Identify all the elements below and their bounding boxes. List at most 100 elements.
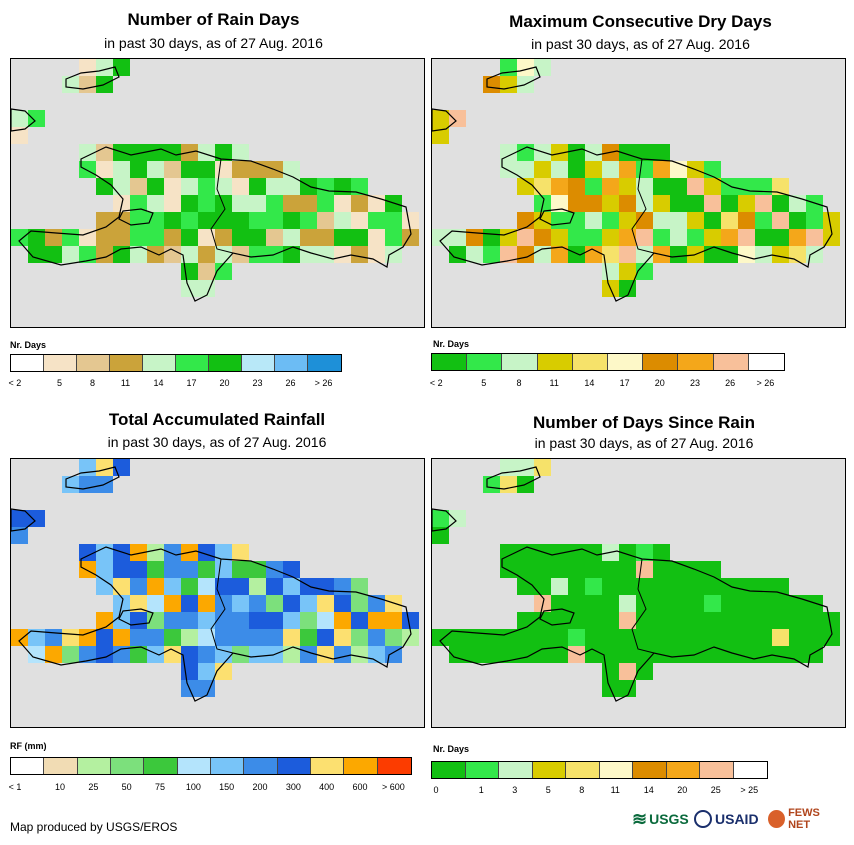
grid-cell: [334, 629, 351, 646]
grid-cell: [147, 595, 164, 612]
legend-tick-label: 0: [433, 785, 439, 795]
grid-cell: [653, 144, 670, 161]
usgs-logo: ≋ USGS: [632, 808, 689, 829]
grid-cell: [198, 229, 215, 246]
grid-cell: [130, 595, 147, 612]
grid-cell: [738, 646, 755, 663]
grid-cell: [619, 195, 636, 212]
grid-cell: [687, 195, 704, 212]
grid-cell: [755, 212, 772, 229]
grid-cell: [585, 578, 602, 595]
grid-cell: [755, 178, 772, 195]
grid-cell: [568, 595, 585, 612]
grid-cell: [670, 246, 687, 263]
grid-cell: [619, 212, 636, 229]
grid-cell: [687, 229, 704, 246]
grid-cell: [602, 578, 619, 595]
legend-swatch: [733, 762, 767, 778]
grid-cell: [130, 212, 147, 229]
coastline: [65, 66, 120, 90]
grid-cell: [96, 629, 113, 646]
grid-cell: [147, 578, 164, 595]
grid-cell: [636, 263, 653, 280]
legend-swatch: [432, 762, 466, 778]
grid-cell: [551, 229, 568, 246]
grid-cell: [11, 629, 28, 646]
country-border: [631, 158, 655, 254]
grid-cell: [449, 229, 466, 246]
grid-cell: [517, 561, 534, 578]
grid-cell: [670, 612, 687, 629]
grid-cell: [96, 59, 113, 76]
grid-cell: [636, 544, 653, 561]
grid-cell: [181, 246, 198, 263]
grid-cell: [534, 646, 551, 663]
grid-cell: [96, 612, 113, 629]
grid-cell: [704, 178, 721, 195]
grid-cell: [619, 246, 636, 263]
grid-cell: [62, 229, 79, 246]
grid-cell: [704, 629, 721, 646]
grid-cell: [619, 280, 636, 297]
grid-cell: [670, 646, 687, 663]
grid-cell: [483, 76, 500, 93]
legend-tick-label: 20: [654, 378, 665, 388]
grid-cell: [551, 646, 568, 663]
grid-cell: [283, 161, 300, 178]
grid-cell: [653, 178, 670, 195]
legend-swatch: [176, 355, 209, 371]
legend-tick-label: 17: [619, 378, 630, 388]
grid-cell: [585, 646, 602, 663]
grid-cell: [317, 629, 334, 646]
grid-cell: [130, 612, 147, 629]
grid-cell: [585, 612, 602, 629]
grid-cell: [568, 561, 585, 578]
grid-cell: [823, 612, 840, 629]
grid-cell: [551, 578, 568, 595]
grid-cell: [147, 195, 164, 212]
grid-cell: [432, 127, 449, 144]
grid-cell: [466, 646, 483, 663]
legend-tick-label: 8: [579, 785, 585, 795]
grid-cell: [300, 229, 317, 246]
grid-cell: [164, 612, 181, 629]
grid-cell: [164, 246, 181, 263]
grid-cell: [249, 178, 266, 195]
legend-swatch: [607, 354, 644, 370]
grid-cell: [215, 263, 232, 280]
grid-cell: [534, 229, 551, 246]
grid-cell: [772, 612, 789, 629]
grid-cell: [215, 161, 232, 178]
grid-cell: [619, 578, 636, 595]
grid-cell: [653, 612, 670, 629]
legend-tick-label: 5: [481, 378, 487, 388]
grid-cell: [28, 229, 45, 246]
grid-cell: [198, 629, 215, 646]
legend-swatch: [308, 355, 341, 371]
legend-swatch: [11, 355, 44, 371]
grid-cell: [181, 263, 198, 280]
grid-cell: [96, 229, 113, 246]
grid-cell: [721, 629, 738, 646]
legend-swatch: [310, 758, 345, 774]
grid-cell: [517, 229, 534, 246]
grid-cell: [130, 561, 147, 578]
grid-cell: [368, 229, 385, 246]
grid-cell: [198, 246, 215, 263]
legend-tick-label: 150: [219, 782, 235, 792]
grid-cell: [113, 629, 130, 646]
grid-cell: [266, 629, 283, 646]
grid-cell: [181, 195, 198, 212]
grid-cell: [232, 229, 249, 246]
legend-swatch: [700, 762, 734, 778]
grid-cell: [636, 161, 653, 178]
grid-cell: [79, 561, 96, 578]
grid-cell: [687, 578, 704, 595]
grid-cell: [568, 144, 585, 161]
grid-cell: [432, 527, 449, 544]
grid-cell: [113, 161, 130, 178]
grid-cell: [215, 178, 232, 195]
grid-cell: [721, 212, 738, 229]
grid-cell: [636, 663, 653, 680]
grid-cell: [96, 561, 113, 578]
